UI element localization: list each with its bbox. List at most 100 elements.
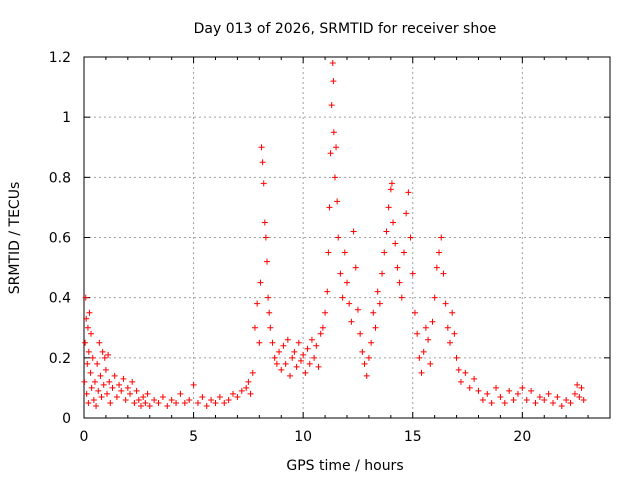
data-point [88,384,95,391]
data-point [348,318,355,325]
data-point [330,129,337,136]
y-tick-label: 0.8 [49,170,71,186]
data-point [257,279,264,286]
data-point [578,384,585,391]
data-point [181,399,188,406]
data-point [471,375,478,382]
data-point [411,309,418,316]
data-point [146,402,153,409]
y-tick-label: 0.2 [49,351,71,367]
data-point [82,294,89,301]
data-point [497,393,504,400]
data-point [85,348,92,355]
data-point [173,399,180,406]
data-point [225,396,232,403]
x-tick-label: 10 [294,429,312,445]
plot-frame [83,56,611,419]
data-point [425,336,432,343]
data-point [388,180,395,187]
data-point [90,396,97,403]
data-point [221,399,228,406]
data-point [295,339,302,346]
data-point [457,378,464,385]
data-point [140,393,147,400]
data-point [368,339,375,346]
data-point [116,381,123,388]
data-point [372,324,379,331]
data-point [317,330,324,337]
x-tick-label: 15 [404,429,422,445]
data-point [558,402,565,409]
data-point [256,339,263,346]
y-tick-label: 1.2 [49,50,71,66]
data-point [142,399,149,406]
data-point [359,348,366,355]
data-point [155,399,162,406]
data-point [331,174,338,181]
data-point [532,399,539,406]
data-point [266,309,273,316]
data-point [327,150,334,157]
data-point [304,345,311,352]
data-point [374,288,381,295]
data-point [306,360,313,367]
data-point [118,387,125,394]
data-point [269,339,276,346]
axis-ticks: 0 5 10 15 20 0 0.2 0.4 0.6 0.8 1 1.2 [49,50,611,445]
data-point [258,144,265,151]
data-point [289,354,296,361]
data-point [111,372,118,379]
data-point [254,300,261,307]
data-point [451,330,458,337]
data-point [324,288,331,295]
data-point [329,60,336,67]
data-point [381,249,388,256]
x-tick-label: 20 [513,429,531,445]
data-point [455,366,462,373]
data-point [436,249,443,256]
data-point [87,369,94,376]
data-point [81,378,88,385]
data-point [83,315,90,322]
data-point [282,360,289,367]
data-point [567,399,574,406]
data-point [422,324,429,331]
data-point [333,144,340,151]
data-point [398,294,405,301]
data-point [86,309,93,316]
data-point [124,384,131,391]
data-point [337,270,344,277]
data-point [466,384,473,391]
data-point [550,399,557,406]
data-point [302,369,309,376]
data-point [84,360,91,367]
data-point [106,378,113,385]
data-point [230,390,237,397]
x-axis-label: GPS time / hours [286,458,403,474]
data-point [420,348,427,355]
data-point [98,393,105,400]
data-point [137,402,144,409]
data-point [194,399,201,406]
data-point [403,210,410,217]
grid-lines [83,56,610,419]
data-point [259,159,266,166]
data-point [330,78,337,85]
data-point [383,228,390,235]
data-point [365,354,372,361]
data-point [308,336,315,343]
data-point [392,240,399,247]
data-point [519,384,526,391]
data-point [580,396,587,403]
data-point [249,369,256,376]
data-point [352,264,359,271]
data-point [325,249,332,256]
data-point [574,381,581,388]
data-point [341,249,348,256]
data-point [164,402,171,409]
data-point [131,399,138,406]
data-point [264,258,271,265]
data-point [407,234,414,241]
data-point [278,366,285,373]
data-point [379,270,386,277]
